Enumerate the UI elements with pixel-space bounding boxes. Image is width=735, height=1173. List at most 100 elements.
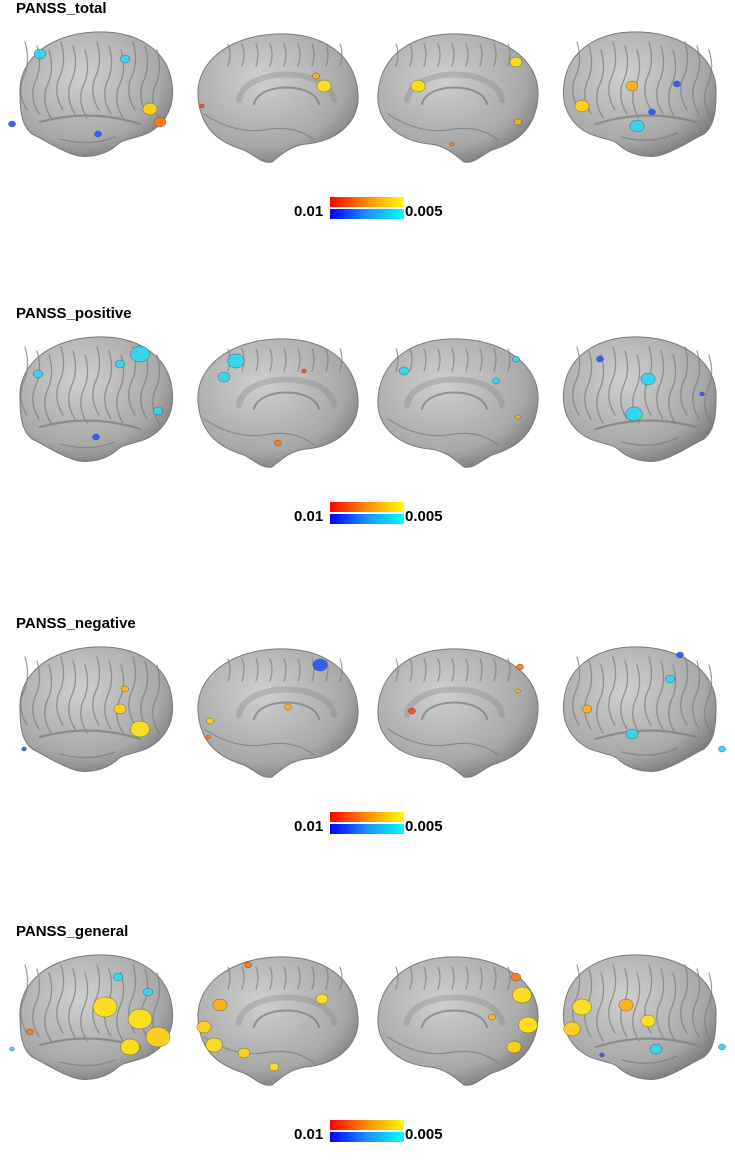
activation-cluster (629, 119, 645, 133)
colorbar-high-label: 0.005 (405, 508, 443, 525)
activation-cluster (199, 103, 205, 109)
activation-cluster (33, 369, 44, 379)
panel-panss-positive: PANSS_positive 0.01 0.005 (0, 305, 735, 555)
activation-cluster (206, 717, 214, 725)
activation-cluster (9, 1046, 15, 1052)
activation-cluster (237, 1047, 251, 1059)
activation-cluster (676, 651, 684, 659)
activation-cluster (640, 1014, 656, 1028)
brain-right-lateral (562, 954, 726, 1080)
activation-cluster (316, 79, 332, 93)
activation-cluster (625, 406, 643, 422)
panel-title: PANSS_total (16, 0, 107, 17)
colorbar-hot-gradient (330, 1120, 404, 1130)
brain-right-lateral (562, 31, 717, 157)
activation-clusters (574, 80, 681, 133)
cortex-surface (19, 336, 174, 462)
brain-row (0, 319, 735, 479)
colorbar: 0.01 0.005 (290, 812, 443, 842)
activation-cluster (648, 108, 656, 116)
activation-cluster (514, 118, 522, 126)
activation-cluster (274, 439, 282, 447)
activation-cluster (312, 72, 320, 80)
activation-clusters (21, 685, 150, 752)
colorbar-cold-gradient (330, 1132, 404, 1142)
cortex-surface (377, 33, 539, 163)
panel-panss-negative: PANSS_negative 0.01 0.005 (0, 615, 735, 865)
activation-cluster (92, 433, 100, 441)
activation-cluster (408, 707, 416, 715)
activation-clusters (199, 72, 332, 109)
activation-cluster (130, 345, 150, 363)
activation-clusters (196, 961, 329, 1072)
activation-cluster (512, 986, 532, 1004)
activation-cluster (596, 355, 604, 363)
activation-clusters (217, 353, 307, 447)
activation-cluster (515, 414, 521, 420)
activation-clusters (563, 998, 726, 1058)
activation-cluster (153, 116, 167, 128)
panel-title: PANSS_general (16, 923, 129, 940)
colorbar-high-label: 0.005 (405, 818, 443, 835)
activation-cluster (516, 663, 524, 671)
activation-clusters (488, 972, 538, 1054)
cortex-surface (197, 33, 359, 163)
activation-cluster (26, 1028, 34, 1036)
cortex-surface (377, 338, 539, 468)
activation-cluster (510, 972, 521, 982)
brain-left-lateral (19, 336, 174, 462)
activation-cluster (315, 993, 329, 1005)
activation-cluster (449, 141, 455, 147)
colorbar-high-label: 0.005 (405, 203, 443, 220)
colorbar: 0.01 0.005 (290, 197, 443, 227)
activation-cluster (130, 720, 150, 738)
brain-row (0, 937, 735, 1097)
activation-cluster (142, 987, 153, 997)
activation-cluster (563, 1021, 581, 1037)
activation-cluster (518, 1016, 538, 1034)
activation-cluster (410, 79, 426, 93)
panel-panss-general: PANSS_general 0.01 0.005 (0, 923, 735, 1173)
activation-cluster (205, 1037, 223, 1053)
activation-clusters (582, 651, 726, 753)
brain-left-lateral (19, 646, 174, 772)
colorbar: 0.01 0.005 (290, 502, 443, 532)
brain-left-medial (197, 648, 359, 778)
activation-cluster (664, 674, 675, 684)
activation-cluster (119, 54, 130, 64)
brain-left-lateral (9, 954, 174, 1080)
activation-cluster (718, 745, 726, 753)
brain-left-medial (197, 33, 359, 163)
panel-title: PANSS_positive (16, 305, 132, 322)
colorbar-cold-gradient (330, 209, 404, 219)
activation-cluster (399, 366, 410, 376)
colorbar-hot-gradient (330, 502, 404, 512)
activation-cluster (112, 972, 123, 982)
brain-left-lateral (8, 31, 174, 157)
colorbar-hot-gradient (330, 197, 404, 207)
colorbar-low-label: 0.01 (294, 818, 324, 835)
colorbar-cold-gradient (330, 824, 404, 834)
activation-cluster (142, 102, 158, 116)
brain-left-medial (196, 956, 359, 1086)
activation-cluster (301, 368, 307, 374)
colorbar-low-label: 0.01 (294, 508, 324, 525)
cortex-surface (562, 646, 717, 772)
activation-cluster (113, 703, 127, 715)
cortex-surface (562, 31, 717, 157)
brain-right-lateral (562, 336, 717, 462)
activation-cluster (227, 353, 245, 369)
activation-cluster (8, 120, 16, 128)
activation-cluster (114, 359, 125, 369)
colorbar-low-label: 0.01 (294, 1126, 324, 1143)
brain-row (0, 629, 735, 789)
cortex-surface (562, 954, 717, 1080)
brain-right-lateral (562, 646, 726, 772)
brain-right-medial (377, 33, 539, 163)
activation-clusters (596, 355, 705, 422)
activation-cluster (512, 355, 520, 363)
activation-clusters (9, 972, 171, 1056)
activation-cluster (699, 391, 705, 397)
activation-cluster (492, 377, 500, 385)
activation-cluster (718, 1043, 726, 1051)
